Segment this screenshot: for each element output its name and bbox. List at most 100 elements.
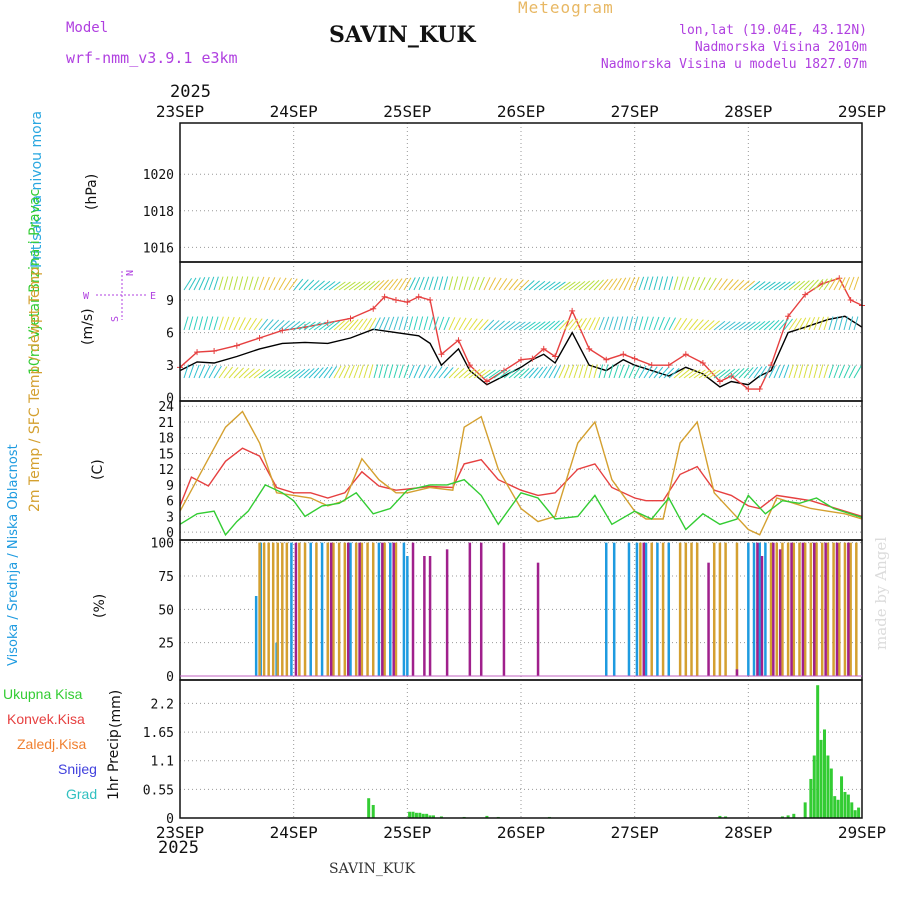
y-tick-label: 1.1	[151, 755, 174, 770]
wind-arrow	[523, 321, 536, 331]
wind-arrow	[253, 276, 259, 291]
wind-arrow	[338, 365, 346, 379]
wind-arrow	[588, 364, 594, 379]
wind-arrow	[688, 369, 701, 379]
wind-arrow	[738, 367, 750, 379]
wind-arrow	[378, 279, 390, 291]
wind-arrow	[193, 364, 200, 379]
bar-visoka-oblacnost	[764, 542, 767, 676]
gust-marker	[552, 353, 559, 360]
wind-arrow	[733, 279, 745, 291]
wind-arrow	[443, 276, 449, 291]
wind-arrow	[518, 368, 530, 379]
wind-arrow	[688, 318, 699, 331]
wind-arrow	[808, 279, 819, 291]
wind-arrow	[268, 277, 276, 291]
y-tick-label: 3	[166, 359, 174, 374]
wind-arrow	[218, 366, 228, 379]
wind-arrow	[693, 369, 706, 379]
wind-arrow	[658, 367, 669, 379]
bar-ukupna-kisa	[792, 813, 796, 818]
bar-srednja-oblacnost	[262, 542, 266, 676]
wind-arrow	[753, 366, 763, 379]
wind-arrow	[338, 281, 351, 291]
wind-arrow	[263, 276, 270, 291]
bar-srednja-oblacnost	[267, 542, 270, 676]
bar-visoka-oblacnost	[254, 596, 258, 676]
wind-arrow	[838, 316, 844, 331]
wind-arrow	[393, 364, 399, 379]
wind-arrow	[663, 367, 675, 379]
x-tick-label-top: 26SEP	[497, 102, 545, 121]
y-tick-label: 9	[166, 479, 174, 494]
wind-arrow	[463, 317, 473, 331]
wind-arrow	[523, 280, 535, 291]
wind-arrow	[308, 280, 320, 291]
wind-arrow	[193, 316, 199, 331]
x-tick-label-top: 29SEP	[838, 102, 886, 121]
model-label: Model	[66, 20, 109, 36]
bar-visoka-oblacnost	[406, 556, 409, 676]
x-tick-label-bottom: 26SEP	[497, 823, 545, 842]
wind-arrow	[743, 280, 756, 291]
bar-srednja-oblacnost	[315, 542, 318, 676]
wind-arrow	[363, 280, 376, 291]
wind-arrow	[223, 316, 230, 331]
x-tick-label-top: 23SEP	[156, 102, 204, 121]
gust-marker	[540, 345, 547, 352]
bar-visoka-oblacnost	[320, 542, 324, 676]
wind-arrow	[818, 364, 824, 379]
wind-arrow	[738, 321, 751, 331]
y-tick-label: 12	[158, 463, 174, 478]
wind-arrow	[698, 277, 706, 291]
wind-arrow	[773, 319, 784, 331]
wind-arrow	[603, 364, 609, 379]
x-tick-label-top: 25SEP	[383, 102, 431, 121]
wind-arrow	[503, 369, 516, 379]
wind-arrow	[583, 317, 592, 331]
wind-arrow	[833, 277, 842, 291]
bar-srednja-oblacnost	[718, 542, 722, 676]
wind-arrow	[618, 277, 627, 291]
wind-arrow	[683, 369, 696, 379]
bar-visoka-oblacnost	[605, 542, 608, 676]
bar-srednja-oblacnost	[826, 542, 830, 676]
wind-arrow	[743, 367, 754, 379]
wind-arrow	[848, 276, 855, 291]
wind-arrow	[293, 278, 304, 291]
wind-arrow	[308, 367, 320, 379]
wind-arrow	[438, 316, 445, 331]
bar-niska-oblacnost	[735, 669, 739, 676]
wind-arrow	[623, 316, 629, 331]
wind-arrow	[598, 364, 604, 379]
wind-arrow	[188, 316, 194, 331]
wind-arrow	[578, 317, 587, 331]
bar-niska-oblacnost	[847, 542, 850, 676]
wind-arrow	[348, 319, 359, 331]
wind-arrow	[288, 321, 301, 331]
bar-ukupna-kisa	[822, 729, 826, 818]
wind-arrow	[378, 317, 386, 331]
wind-arrow	[673, 317, 682, 331]
model-altitude-label: Nadmorska Visina u modelu 1827.07m	[600, 57, 867, 72]
wind-arrow	[508, 278, 519, 291]
bar-ukupna-kisa	[485, 815, 489, 818]
wind-arrow	[793, 280, 806, 291]
wind-arrow	[573, 364, 579, 379]
wind-arrow	[308, 321, 321, 331]
wind-arrow	[568, 281, 581, 291]
wind-arrow	[298, 279, 309, 291]
y-tick-label: 1018	[143, 205, 174, 220]
wind-arrow	[328, 281, 341, 291]
wind-arrow	[343, 281, 356, 291]
gust-marker	[279, 327, 286, 334]
bar-ukupna-kisa	[836, 799, 840, 818]
wind-arrow	[258, 369, 271, 379]
meteogram-label: Meteogram	[518, 0, 614, 17]
bar-ukupna-kisa	[812, 755, 816, 818]
wind-arrow	[383, 364, 389, 379]
wind-arrow	[418, 365, 426, 379]
series-line-sfc-temp	[179, 410, 863, 536]
wind-arrow	[363, 317, 372, 331]
wind-arrow	[678, 318, 688, 331]
